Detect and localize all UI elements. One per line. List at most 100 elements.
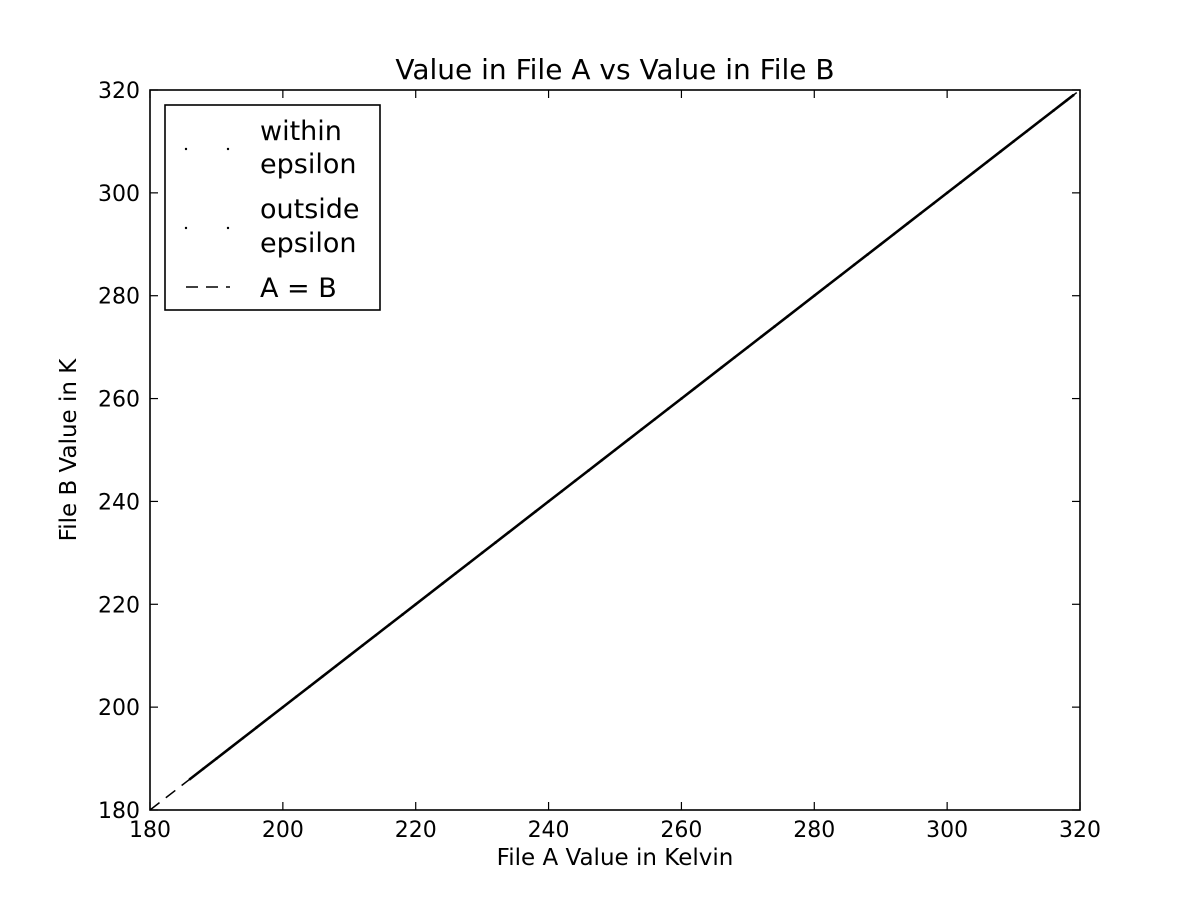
within-epsilon-point <box>852 263 856 267</box>
within-epsilon-point <box>241 736 245 740</box>
within-epsilon-point <box>746 345 750 349</box>
x-tick-label: 180 <box>129 818 171 843</box>
y-tick-label: 220 <box>98 593 140 618</box>
within-epsilon-point <box>281 705 285 709</box>
within-epsilon-point <box>387 623 391 627</box>
within-epsilon-point <box>786 314 790 318</box>
x-tick-label: 260 <box>660 818 702 843</box>
within-epsilon-point <box>587 469 590 472</box>
within-epsilon-point <box>972 170 976 174</box>
y-axis: 180 200 220 240 260 280 300 320 <box>98 79 1080 824</box>
within-epsilon-point <box>998 150 1002 154</box>
legend-outside-label: outside <box>260 194 360 225</box>
plot-area <box>149 89 1081 811</box>
within-epsilon-point <box>945 191 949 195</box>
within-epsilon-point <box>321 674 325 678</box>
x-tick-label: 300 <box>926 818 968 843</box>
data-layer <box>149 89 1081 811</box>
within-epsilon-point <box>1072 93 1075 97</box>
y-tick-label: 180 <box>98 799 140 824</box>
chart-title: Value in File A vs Value in File B <box>395 53 834 86</box>
within-epsilon-point <box>866 253 869 256</box>
within-epsilon-point <box>932 201 936 205</box>
within-epsilon-point <box>520 520 524 524</box>
within-epsilon-point <box>533 510 537 514</box>
within-epsilon-point <box>919 212 922 215</box>
within-epsilon-point <box>706 376 710 380</box>
x-tick-label: 320 <box>1059 818 1101 843</box>
y-axis-label: File B Value in K <box>56 358 82 542</box>
legend-box <box>164 104 381 311</box>
within-epsilon-point <box>254 726 258 730</box>
legend-within-label: within <box>260 116 342 147</box>
within-epsilon-point <box>613 448 617 452</box>
within-epsilon-point <box>215 757 218 760</box>
within-epsilon-point <box>1038 119 1042 123</box>
within-epsilon-point <box>653 417 657 421</box>
within-epsilon-point <box>268 716 271 719</box>
within-epsilon-point <box>693 386 697 390</box>
legend-outside-marker <box>226 226 230 230</box>
legend-identity-label: A = B <box>260 273 337 304</box>
within-epsilon-point <box>427 592 431 596</box>
within-epsilon-point <box>773 325 776 328</box>
within-epsilon-point <box>680 397 683 400</box>
within-epsilon-point <box>547 500 550 503</box>
within-epsilon-point <box>401 613 404 616</box>
within-epsilon-point <box>600 458 604 462</box>
y-tick-label: 320 <box>98 79 140 104</box>
within-epsilon-point <box>573 479 577 483</box>
within-epsilon-point <box>733 356 736 359</box>
within-epsilon-point <box>959 181 962 184</box>
within-epsilon-point <box>626 438 630 442</box>
legend: within epsilon outside epsilon A = B <box>164 104 381 311</box>
within-epsilon-point <box>334 664 338 668</box>
y-tick-label: 240 <box>98 490 140 515</box>
within-epsilon-point <box>799 304 803 308</box>
within-epsilon-point <box>905 222 909 226</box>
legend-outside-label: epsilon <box>260 228 356 259</box>
x-tick-label: 200 <box>262 818 304 843</box>
within-epsilon-point <box>1025 129 1029 133</box>
within-epsilon-point <box>347 654 351 658</box>
within-epsilon-point <box>294 695 298 699</box>
within-epsilon-point <box>361 644 364 647</box>
within-epsilon-point <box>414 602 418 606</box>
legend-within-label: epsilon <box>260 149 356 180</box>
x-tick-label: 280 <box>793 818 835 843</box>
y-tick-label: 280 <box>98 285 140 310</box>
within-epsilon-point <box>308 685 311 688</box>
within-epsilon-point <box>201 767 205 771</box>
within-epsilon-point <box>188 777 192 781</box>
x-axis-label: File A Value in Kelvin <box>497 845 734 871</box>
within-epsilon-point <box>826 284 829 287</box>
within-epsilon-point <box>839 273 843 277</box>
legend-within-marker <box>226 147 230 151</box>
within-epsilon-point <box>467 561 471 565</box>
within-epsilon-point <box>494 541 497 544</box>
within-epsilon-point <box>1065 98 1069 102</box>
within-epsilon-band <box>189 94 1075 781</box>
within-epsilon-point <box>1052 109 1055 112</box>
within-epsilon-point <box>812 294 816 298</box>
x-axis: 180 200 220 240 260 280 300 320 <box>129 90 1101 843</box>
within-epsilon-point <box>560 489 564 493</box>
legend-within-marker <box>184 147 188 151</box>
within-epsilon-point <box>759 335 763 339</box>
within-epsilon-point <box>454 572 457 575</box>
within-epsilon-point <box>719 366 723 370</box>
within-epsilon-point <box>1012 140 1015 143</box>
within-epsilon-point <box>666 407 670 411</box>
within-epsilon-point <box>985 160 989 164</box>
y-tick-label: 200 <box>98 696 140 721</box>
within-epsilon-point <box>480 551 484 555</box>
legend-outside-marker <box>184 226 188 230</box>
within-epsilon-point <box>507 530 511 534</box>
within-epsilon-point <box>892 232 896 236</box>
within-epsilon-point <box>228 746 232 750</box>
y-tick-label: 300 <box>98 182 140 207</box>
within-epsilon-point <box>374 633 378 637</box>
x-tick-label: 240 <box>528 818 570 843</box>
within-epsilon-point <box>440 582 444 586</box>
